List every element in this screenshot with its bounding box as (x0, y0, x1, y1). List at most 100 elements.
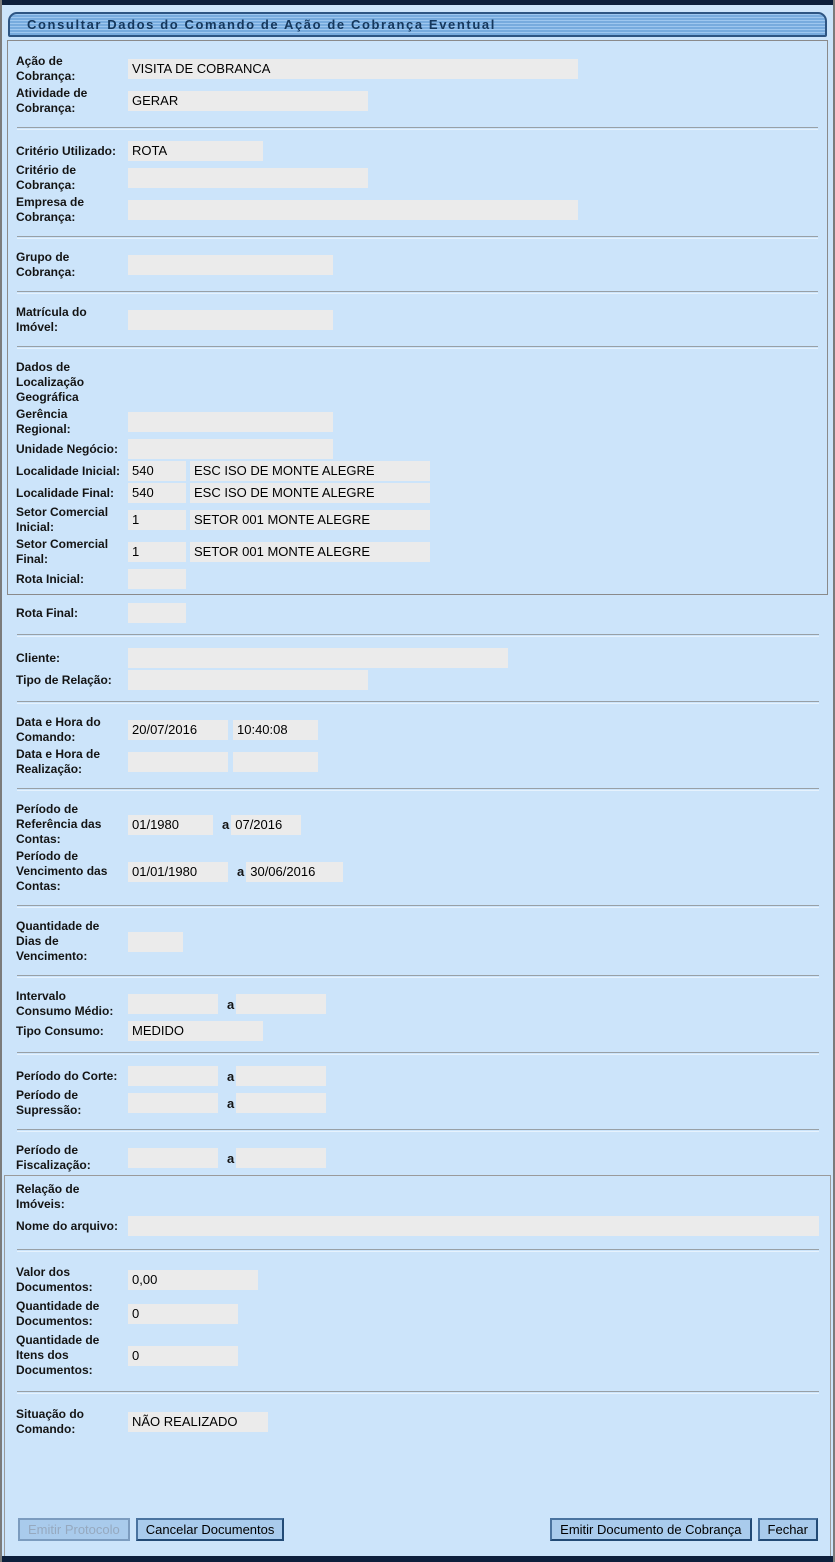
situacao-comando-label: Situação do Comando: (16, 1407, 85, 1436)
tipo-consumo-value: MEDIDO (128, 1021, 263, 1041)
section-divider (17, 1129, 819, 1132)
periodo-vencimento-contas-label: Período de Vencimento das Contas: (16, 849, 108, 893)
field-row-periodo-corte: Período do Corte: a (16, 1066, 820, 1086)
data-hora-realizacao-label: Data e Hora de Realização: (16, 747, 101, 776)
localidade-final-label: Localidade Final: (16, 485, 115, 500)
criterio-utilizado-value: ROTA (128, 141, 263, 161)
data-comando-value: 20/07/2016 (128, 720, 228, 740)
quantidade-dias-vencimento-label: Quantidade de Dias de Vencimento: (16, 919, 100, 963)
localidade-inicial-code: 540 (128, 461, 186, 481)
matricula-imovel-label: Matrícula do Imóvel: (16, 305, 87, 334)
periodo-corte-from (128, 1066, 218, 1086)
rota-inicial-label: Rota Inicial: (16, 571, 85, 586)
range-to-label: a (227, 1068, 235, 1084)
page-title: Consultar Dados do Comando de Ação de Co… (8, 12, 827, 37)
relacao-imoveis-label: Relação de Imóveis: (16, 1182, 80, 1211)
field-row-periodo-referencia-contas: Período de Referência das Contas: 01/198… (16, 802, 820, 847)
range-to-label: a (227, 996, 235, 1012)
section-divider (17, 1249, 819, 1252)
grupo-cobranca-label: Grupo de Cobrança: (16, 250, 76, 279)
field-row-acao-cobranca: Ação de Cobrança: VISITA DE COBRANCA (16, 54, 819, 84)
button-group-right: Emitir Documento de Cobrança Fechar (550, 1518, 818, 1541)
field-row-data-hora-comando: Data e Hora do Comando: 20/07/2016 10:40… (16, 715, 820, 745)
data-realizacao-value (128, 752, 228, 772)
intervalo-consumo-medio-label: Intervalo Consumo Médio: (16, 989, 114, 1018)
tipo-consumo-label: Tipo Consumo: (16, 1023, 104, 1038)
field-row-tipo-relacao: Tipo de Relação: (16, 670, 820, 690)
field-row-intervalo-consumo-medio: Intervalo Consumo Médio: a (16, 989, 820, 1019)
gerencia-regional-label: Gerência Regional: (16, 407, 71, 436)
field-row-quantidade-documentos: Quantidade de Documentos: 0 (16, 1299, 820, 1329)
quantidade-itens-documentos-label: Quantidade de Itens dos Documentos: (16, 1333, 100, 1377)
section-divider (17, 905, 819, 908)
field-row-periodo-supressao: Período de Supressão: a (16, 1088, 820, 1118)
field-row-atividade-cobranca: Atividade de Cobrança: GERAR (16, 86, 819, 116)
periodo-referencia-to: 07/2016 (231, 814, 302, 835)
nome-arquivo-label: Nome do arquivo: (16, 1218, 119, 1233)
section-divider (17, 634, 819, 637)
section-divider (17, 701, 819, 704)
field-row-criterio-cobranca: Critério de Cobrança: (16, 163, 819, 193)
periodo-referencia-contas-label: Período de Referência das Contas: (16, 802, 102, 846)
field-row-quantidade-dias-vencimento: Quantidade de Dias de Vencimento: (16, 919, 820, 964)
field-row-quantidade-itens-documentos: Quantidade de Itens dos Documentos: 0 (16, 1333, 820, 1378)
field-row-gerencia-regional: Gerência Regional: (16, 407, 819, 437)
field-row-matricula-imovel: Matrícula do Imóvel: (16, 305, 819, 335)
periodo-fiscalizacao-to (236, 1148, 327, 1168)
periodo-supressao-to (236, 1093, 327, 1113)
section-divider (17, 1052, 819, 1055)
command-data-panel: Ação de Cobrança: VISITA DE COBRANCA Ati… (7, 40, 828, 595)
atividade-cobranca-value: GERAR (128, 91, 368, 111)
localidade-inicial-name: ESC ISO DE MONTE ALEGRE (190, 461, 430, 481)
field-row-unidade-negocio: Unidade Negócio: (16, 439, 819, 459)
hora-comando-value: 10:40:08 (233, 720, 318, 740)
periodo-fiscalizacao-from (128, 1148, 218, 1168)
emitir-protocolo-button: Emitir Protocolo (18, 1518, 130, 1541)
periodo-supressao-from (128, 1093, 218, 1113)
button-group-left: Emitir Protocolo Cancelar Documentos (18, 1518, 285, 1541)
situacao-comando-value: NÃO REALIZADO (128, 1412, 268, 1432)
periodo-supressao-label: Período de Supressão: (16, 1088, 82, 1117)
field-row-setor-comercial-final: Setor Comercial Final: 1 SETOR 001 MONTE… (16, 537, 819, 567)
field-row-setor-comercial-inicial: Setor Comercial Inicial: 1 SETOR 001 MON… (16, 505, 819, 535)
rota-final-label: Rota Final: (16, 605, 78, 620)
cancelar-documentos-button[interactable]: Cancelar Documentos (135, 1518, 285, 1541)
intervalo-consumo-from (128, 994, 218, 1014)
periodo-vencimento-to: 30/06/2016 (246, 861, 344, 882)
section-divider (17, 236, 818, 239)
setor-comercial-final-name: SETOR 001 MONTE ALEGRE (190, 542, 430, 562)
field-row-cliente: Cliente: (16, 648, 820, 668)
section-divider (17, 788, 819, 791)
field-row-periodo-vencimento-contas: Período de Vencimento das Contas: 01/01/… (16, 849, 820, 894)
field-row-localidade-final: Localidade Final: 540 ESC ISO DE MONTE A… (16, 483, 819, 503)
section-divider (17, 346, 818, 349)
quantidade-documentos-label: Quantidade de Documentos: (16, 1299, 100, 1328)
range-to-label: a (227, 1150, 235, 1166)
criterio-utilizado-label: Critério Utilizado: (16, 143, 117, 158)
periodo-corte-label: Período do Corte: (16, 1068, 118, 1083)
section-header-dados-localizacao: Dados de Localização Geográfica (16, 360, 819, 405)
top-frame-bar (2, 0, 833, 5)
field-row-empresa-cobranca: Empresa de Cobrança: (16, 195, 819, 225)
cliente-label: Cliente: (16, 650, 61, 665)
documents-panel: Relação de Imóveis: Nome do arquivo: Val… (4, 1175, 831, 1556)
section-divider (17, 291, 818, 294)
gerencia-regional-value (128, 412, 333, 432)
fechar-button[interactable]: Fechar (757, 1518, 818, 1541)
nome-arquivo-value (128, 1216, 819, 1236)
atividade-cobranca-label: Atividade de Cobrança: (16, 86, 88, 115)
criterio-cobranca-value (128, 168, 368, 188)
localidade-final-name: ESC ISO DE MONTE ALEGRE (190, 483, 430, 503)
button-bar: Emitir Protocolo Cancelar Documentos Emi… (16, 1518, 820, 1541)
valor-documentos-value: 0,00 (128, 1270, 258, 1290)
emitir-documento-cobranca-button[interactable]: Emitir Documento de Cobrança (550, 1518, 752, 1541)
tipo-relacao-value (128, 670, 368, 690)
section-divider (17, 975, 819, 978)
valor-documentos-label: Valor dos Documentos: (16, 1265, 93, 1294)
field-row-criterio-utilizado: Critério Utilizado: ROTA (16, 141, 819, 161)
setor-comercial-inicial-name: SETOR 001 MONTE ALEGRE (190, 510, 430, 530)
range-to-label: a (222, 817, 230, 832)
localidade-inicial-label: Localidade Inicial: (16, 463, 121, 478)
unidade-negocio-label: Unidade Negócio: (16, 441, 119, 456)
empresa-cobranca-label: Empresa de Cobrança: (16, 195, 85, 224)
